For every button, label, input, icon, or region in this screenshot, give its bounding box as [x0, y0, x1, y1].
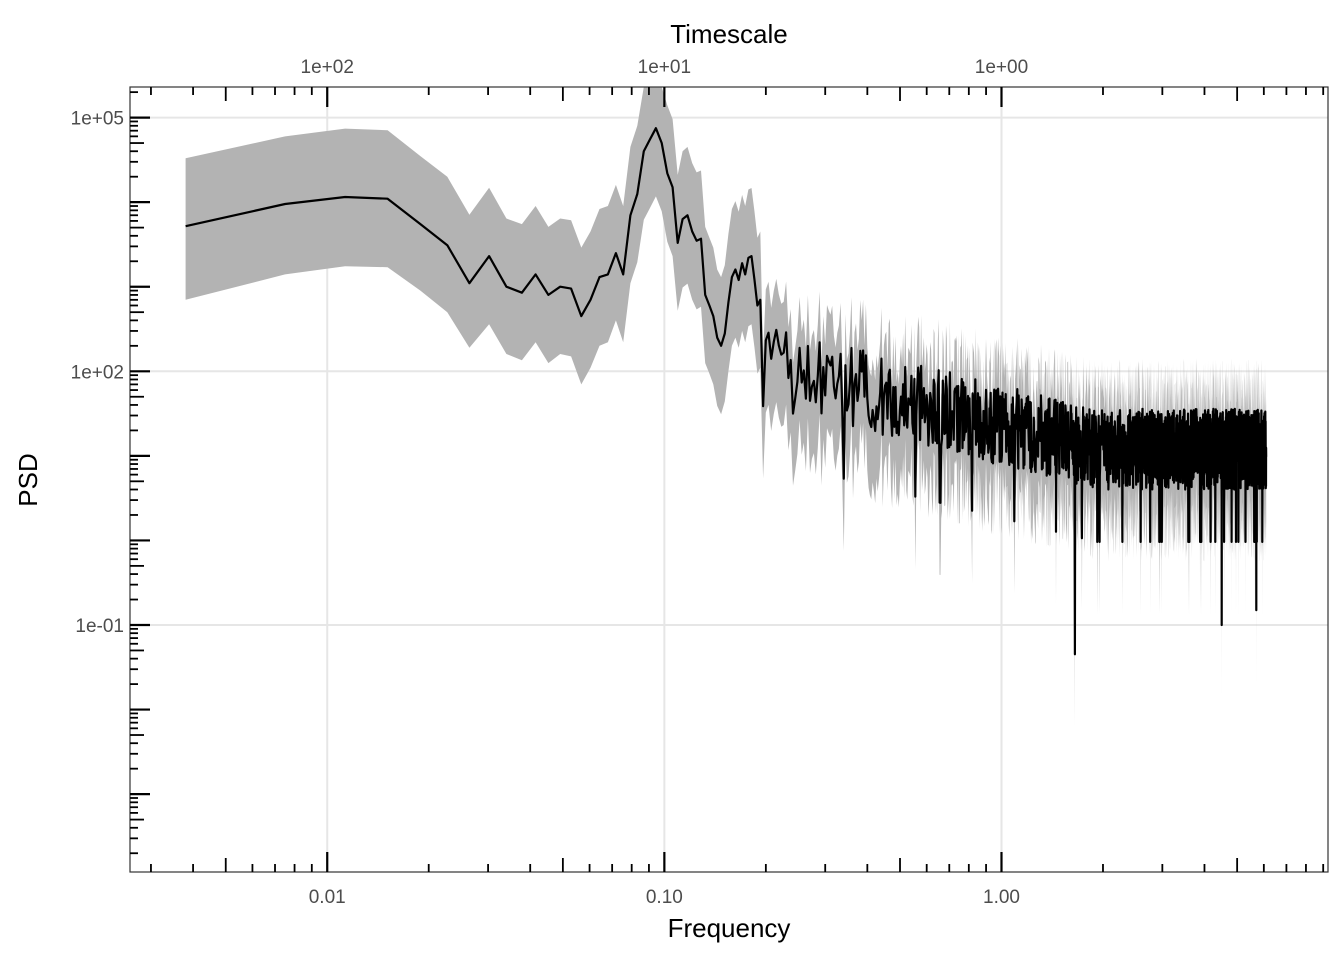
secondary-x-tick-label-0: 1e+02 — [301, 57, 354, 78]
tick-labels: 0.01 0.10 1.00 1e-01 1e+02 1e+05 1e+02 1e+01 1e+… — [71, 57, 1029, 908]
secondary-x-axis-title: Timescale — [670, 19, 788, 49]
y-tick-label-1: 1e+02 — [71, 362, 124, 383]
psd-line — [185, 127, 1268, 656]
x-tick-label-0: 0.01 — [309, 887, 346, 908]
plot-panel-border — [129, 86, 1329, 873]
axis-ticks — [130, 87, 1325, 872]
x-tick-label-1: 0.10 — [646, 887, 683, 908]
y-axis-title: PSD — [13, 453, 43, 506]
secondary-x-tick-label-1: 1e+01 — [638, 57, 691, 78]
x-axis-title: Frequency — [668, 913, 791, 943]
y-tick-label-2: 1e+05 — [71, 109, 124, 130]
x-tick-label-2: 1.00 — [983, 887, 1020, 908]
confidence-band — [185, 87, 1267, 727]
secondary-x-tick-label-2: 1e+00 — [975, 57, 1028, 78]
y-tick-label-0: 1e-01 — [75, 616, 124, 637]
